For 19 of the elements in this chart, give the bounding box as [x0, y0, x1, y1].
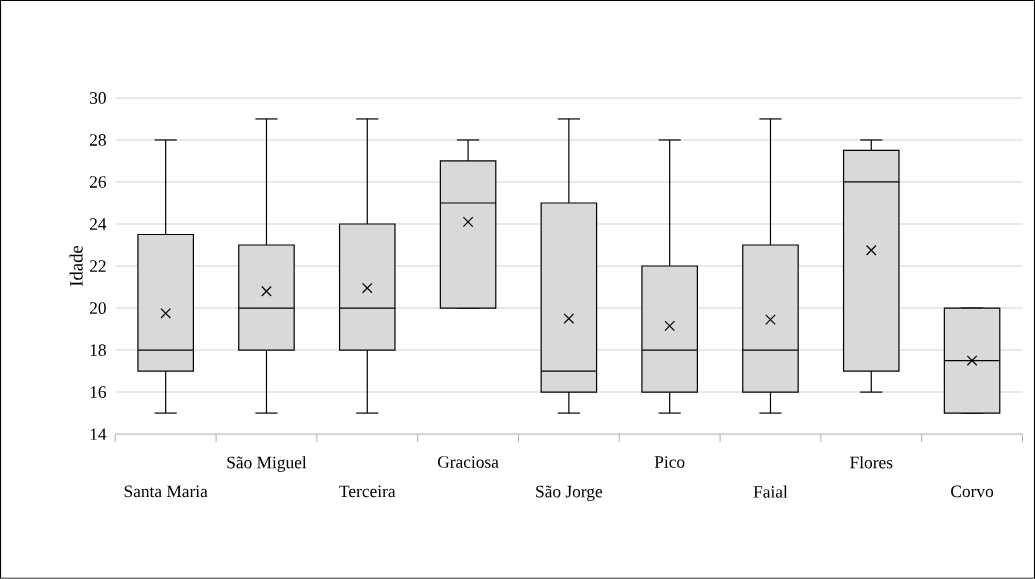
x-tick-label: Santa Maria	[124, 485, 208, 498]
x-tick-label: São Miguel	[227, 456, 307, 473]
x-tick-label: Terceira	[339, 485, 396, 498]
y-tick-label: 28	[89, 134, 106, 146]
x-tick-label: São Jorge	[536, 485, 603, 502]
x-tick-label: Faial	[753, 485, 788, 498]
y-tick-label: 30	[90, 92, 106, 104]
x-tick-label: Flores	[850, 456, 893, 469]
y-tick-label: 20	[89, 302, 106, 315]
y-tick-label: 18	[90, 344, 106, 357]
x-tick-label: Pico	[654, 456, 685, 468]
y-tick-label: 14	[90, 428, 107, 440]
y-tick-label: 22	[89, 260, 106, 272]
y-axis-title: Idade	[69, 246, 83, 287]
x-tick-label: Corvo	[951, 485, 994, 498]
y-tick-label: 16	[90, 386, 107, 399]
x-tick-label: Graciosa	[437, 456, 499, 468]
y-tick-label: 24	[89, 218, 107, 230]
y-tick-label: 26	[89, 176, 107, 188]
